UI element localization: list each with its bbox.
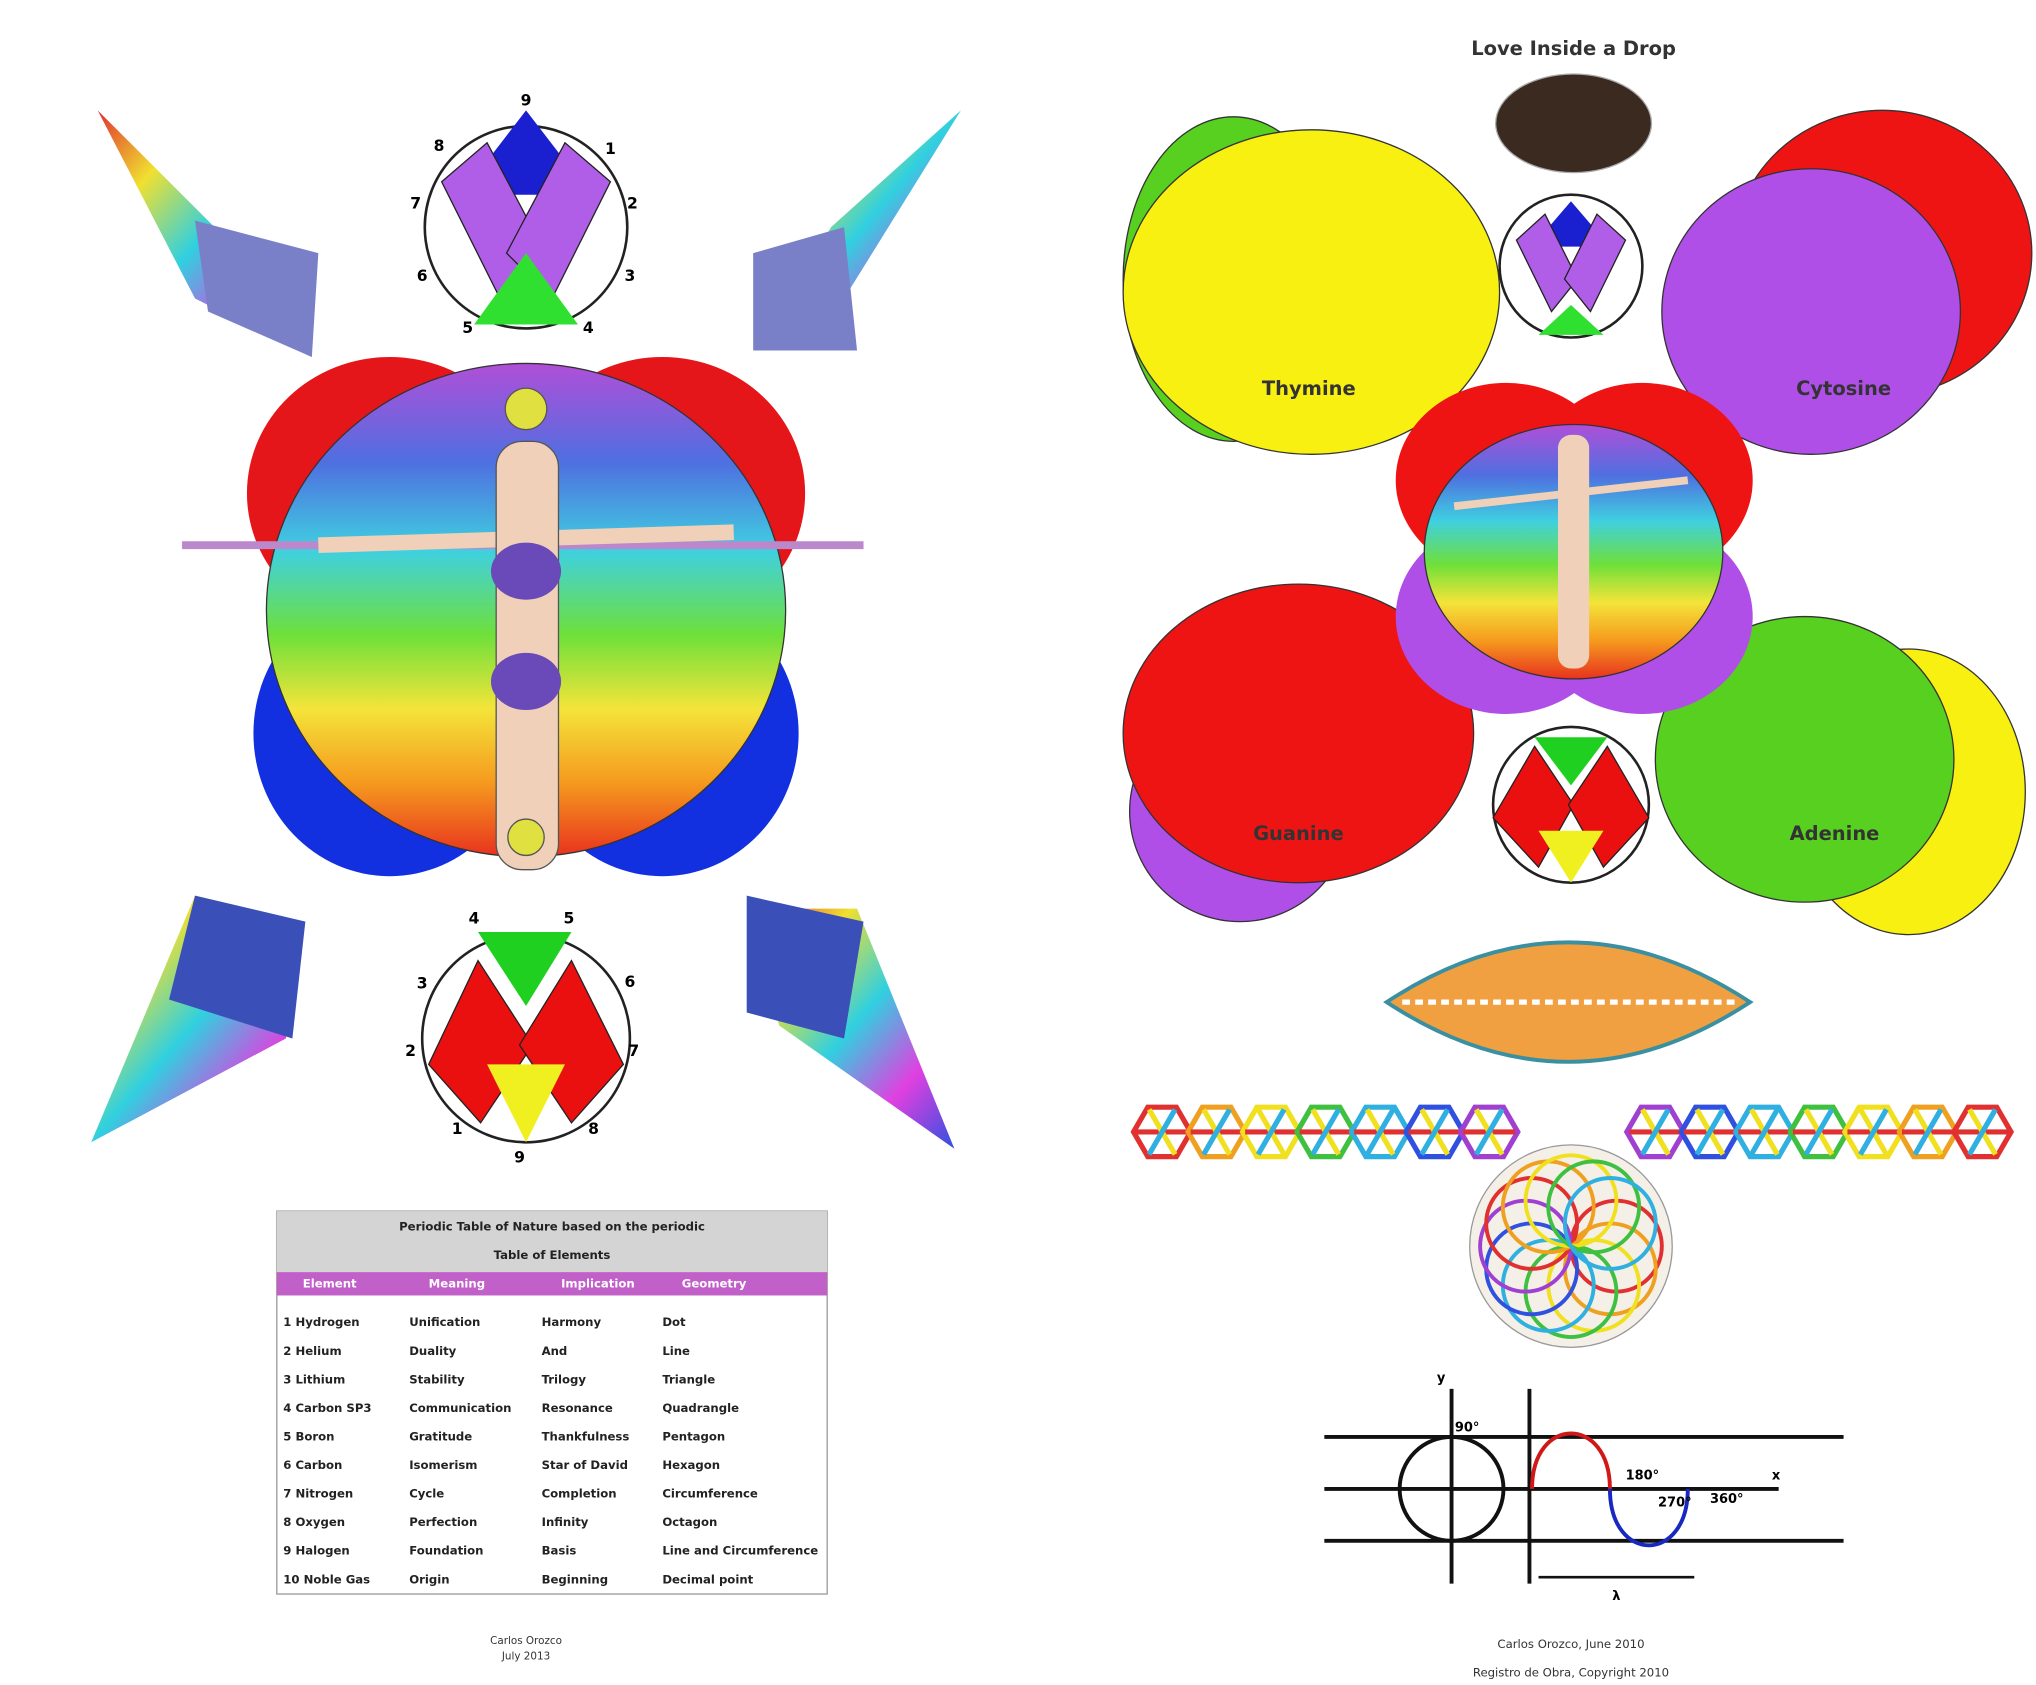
circle-number: 7	[628, 1042, 639, 1060]
graph-label: λ	[1612, 1589, 1620, 1604]
table-cell: Basis	[542, 1544, 577, 1558]
table-header: Geometry	[682, 1276, 747, 1290]
table-cell: Infinity	[542, 1515, 589, 1529]
table-cell: 7 Nitrogen	[283, 1487, 353, 1501]
table-cell: Thankfulness	[542, 1429, 630, 1443]
circle-number: 3	[417, 974, 428, 992]
table-cell: Foundation	[409, 1544, 483, 1558]
table-cell: 9 Halogen	[283, 1544, 349, 1558]
graph-label: 90°	[1455, 1420, 1480, 1435]
circle-number: 5	[563, 910, 574, 928]
graph-label: y	[1437, 1371, 1446, 1386]
table-cell: Stability	[409, 1372, 465, 1386]
table-cell: Hexagon	[662, 1458, 720, 1472]
table-cell: Resonance	[542, 1401, 613, 1415]
prism-face	[195, 221, 318, 357]
circle-number: 4	[583, 319, 594, 337]
base-label: Adenine	[1790, 822, 1880, 845]
table-header: Implication	[561, 1276, 635, 1290]
table-cell: Triangle	[662, 1372, 715, 1386]
table-cell: 10 Noble Gas	[283, 1572, 370, 1586]
table-cell: Octagon	[662, 1515, 717, 1529]
table-cell: Origin	[409, 1572, 449, 1586]
table-cell: 1 Hydrogen	[283, 1315, 359, 1329]
table-cell: Quadrangle	[662, 1401, 739, 1415]
table-cell: Line	[662, 1344, 690, 1358]
table-cell: Isomerism	[409, 1458, 477, 1472]
circle-number: 2	[627, 194, 638, 212]
graph-label: 360°	[1710, 1492, 1744, 1507]
left-poster: Periodic Table of Nature based on the pe…	[91, 110, 961, 1594]
table-header: Meaning	[429, 1276, 485, 1290]
table-cell: Communication	[409, 1401, 511, 1415]
graph-label: x	[1772, 1468, 1781, 1483]
chakra	[505, 388, 547, 430]
table-cell: Unification	[409, 1315, 480, 1329]
table-cell: Perfection	[409, 1515, 477, 1529]
table-cell: Completion	[542, 1487, 617, 1501]
credit: Carlos Orozco, June 2010	[1497, 1637, 1644, 1651]
circle-number: 6	[624, 973, 635, 991]
table-cell: Dot	[662, 1315, 686, 1329]
body	[1558, 435, 1589, 669]
base-label: Cytosine	[1796, 377, 1891, 400]
table-cell: Gratitude	[409, 1429, 472, 1443]
poster-canvas: Periodic Table of Nature based on the pe…	[0, 0, 2036, 1681]
circle-number: 6	[417, 267, 428, 285]
chakra	[508, 819, 544, 855]
table-cell: 3 Lithium	[283, 1372, 345, 1386]
circle-number: 9	[521, 92, 532, 110]
base-label: Thymine	[1262, 377, 1356, 400]
table-cell: Pentagon	[662, 1429, 725, 1443]
right-poster: Love Inside a Drop	[1123, 37, 2032, 1584]
table-cell: 8 Oxygen	[283, 1515, 345, 1529]
circle-number: 4	[469, 910, 480, 928]
table-cell: 4 Carbon SP3	[283, 1401, 371, 1415]
table-cell: Circumference	[662, 1487, 758, 1501]
table-header: Element	[303, 1276, 357, 1290]
circle-number: 1	[452, 1120, 463, 1138]
circle-number: 8	[434, 137, 445, 155]
table-cell: Line and Circumference	[662, 1544, 818, 1558]
chakra	[491, 543, 561, 600]
signature: Carlos Orozco	[490, 1635, 562, 1647]
wave	[1532, 1433, 1610, 1488]
wave-graph	[1324, 1389, 1843, 1584]
circle-number: 9	[514, 1148, 525, 1166]
circle-number: 1	[605, 140, 616, 158]
circle-number: 7	[410, 194, 421, 212]
credit: Registro de Obra, Copyright 2010	[1473, 1666, 1669, 1680]
page: Periodic Table of Nature based on the pe…	[0, 0, 2036, 1685]
table-cell: Trilogy	[542, 1372, 587, 1386]
triangle	[487, 1064, 565, 1142]
circle-number: 5	[462, 319, 473, 337]
chakra	[491, 653, 561, 710]
table-cell: 6 Carbon	[283, 1458, 342, 1472]
signature: July 2013	[501, 1650, 550, 1662]
circle-number: 3	[624, 267, 635, 285]
base-label: Guanine	[1253, 822, 1344, 845]
prism-face	[753, 227, 857, 350]
table-cell: Beginning	[542, 1572, 608, 1586]
circle-number: 8	[588, 1120, 599, 1138]
table-cell: Harmony	[542, 1315, 602, 1329]
table-cell: 5 Boron	[283, 1429, 334, 1443]
table-cell: And	[542, 1344, 568, 1358]
poster-title: Love Inside a Drop	[1471, 37, 1676, 60]
drop-image	[1496, 74, 1652, 173]
table-cell: 2 Helium	[283, 1344, 341, 1358]
table-cell: Star of David	[542, 1458, 628, 1472]
graph-label: 270°	[1658, 1496, 1692, 1511]
circle-number: 2	[405, 1042, 416, 1060]
table-cell: Cycle	[409, 1487, 444, 1501]
table-cell: Duality	[409, 1344, 456, 1358]
table-cell: Decimal point	[662, 1572, 753, 1586]
graph-label: 180°	[1626, 1468, 1660, 1483]
